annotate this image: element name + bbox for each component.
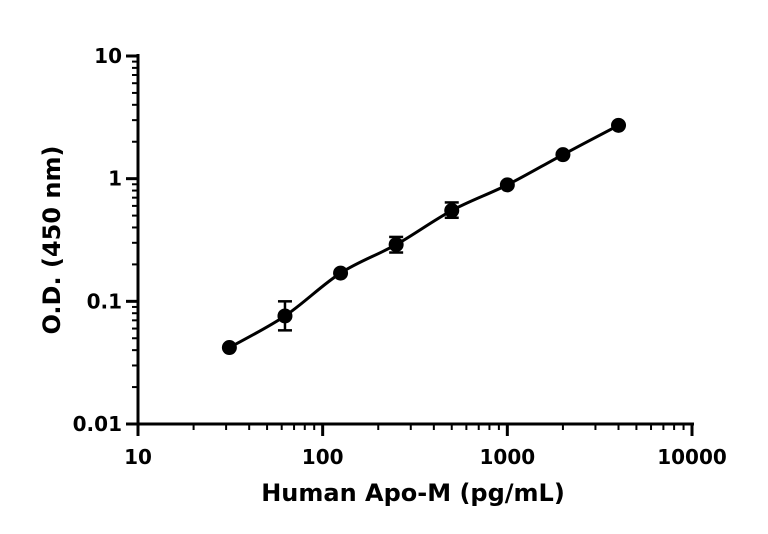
data-point bbox=[221, 340, 237, 356]
x-tick-label: 10 bbox=[124, 445, 152, 469]
data-point bbox=[388, 237, 404, 253]
plot-area bbox=[221, 117, 627, 356]
x-tick-label: 100 bbox=[302, 445, 344, 469]
data-point bbox=[444, 203, 460, 219]
data-point bbox=[555, 147, 571, 163]
y-tick-label: 10 bbox=[94, 44, 122, 68]
x-tick-label: 1000 bbox=[479, 445, 535, 469]
data-point bbox=[333, 265, 349, 281]
x-tick-label: 10000 bbox=[657, 445, 727, 469]
data-point bbox=[277, 308, 293, 324]
y-axis-title: O.D. (450 nm) bbox=[38, 146, 66, 335]
y-tick-label: 0.01 bbox=[73, 412, 122, 436]
y-tick-label: 1 bbox=[108, 167, 122, 191]
y-tick-label: 0.1 bbox=[87, 289, 122, 313]
data-point bbox=[499, 177, 515, 193]
data-point bbox=[611, 117, 627, 133]
x-axis-title: Human Apo-M (pg/mL) bbox=[261, 479, 565, 507]
axes: 0.01 0.1 1 10 10 100 1000 10000 bbox=[73, 44, 727, 469]
